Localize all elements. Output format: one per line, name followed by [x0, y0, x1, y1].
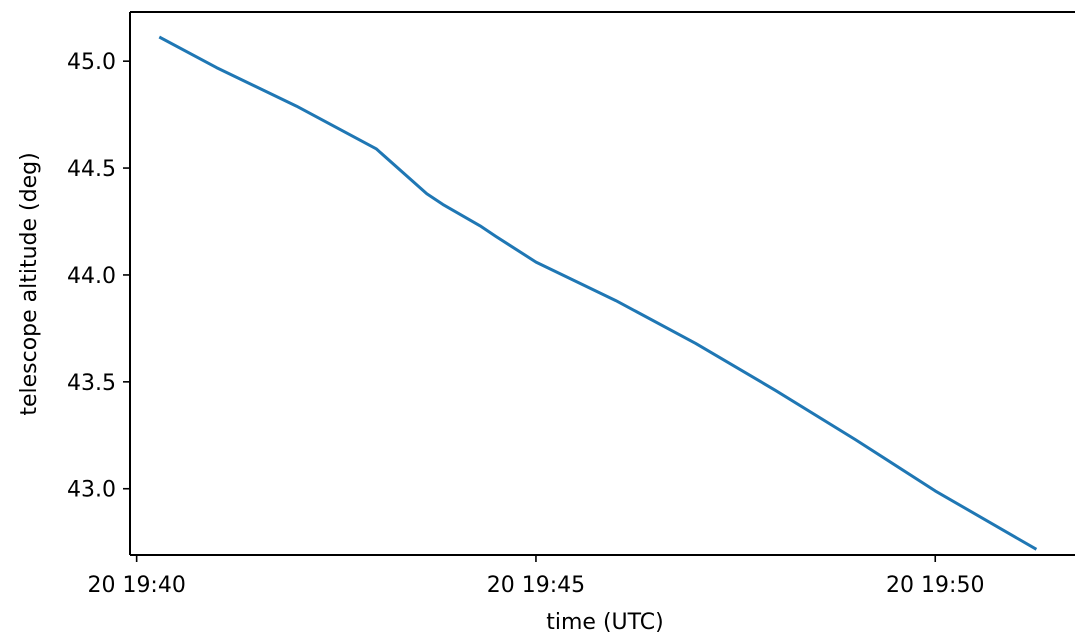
series-line: [158, 35, 1038, 551]
y-tick-label: 43.0: [67, 478, 116, 503]
x-tick-label: 20 19:40: [87, 573, 185, 598]
x-axis-label: time (UTC): [546, 610, 663, 635]
series-layer: [158, 35, 1038, 551]
y-tick-label: 44.0: [67, 264, 116, 289]
y-tick-label: 43.5: [67, 371, 116, 396]
y-tick-label: 44.5: [67, 157, 116, 182]
x-axis-ticks: 20 19:40 20 19:45 20 19:50: [87, 555, 984, 598]
plot-frame: [129, 11, 1075, 556]
x-tick-label: 20 19:50: [886, 573, 984, 598]
x-tick-label: 20 19:45: [487, 573, 585, 598]
y-tick-label: 45.0: [67, 50, 116, 75]
y-axis-label: telescope altitude (deg): [17, 152, 42, 415]
y-axis-ticks: 43.0 43.5 44.0 44.5 45.0: [67, 50, 130, 503]
